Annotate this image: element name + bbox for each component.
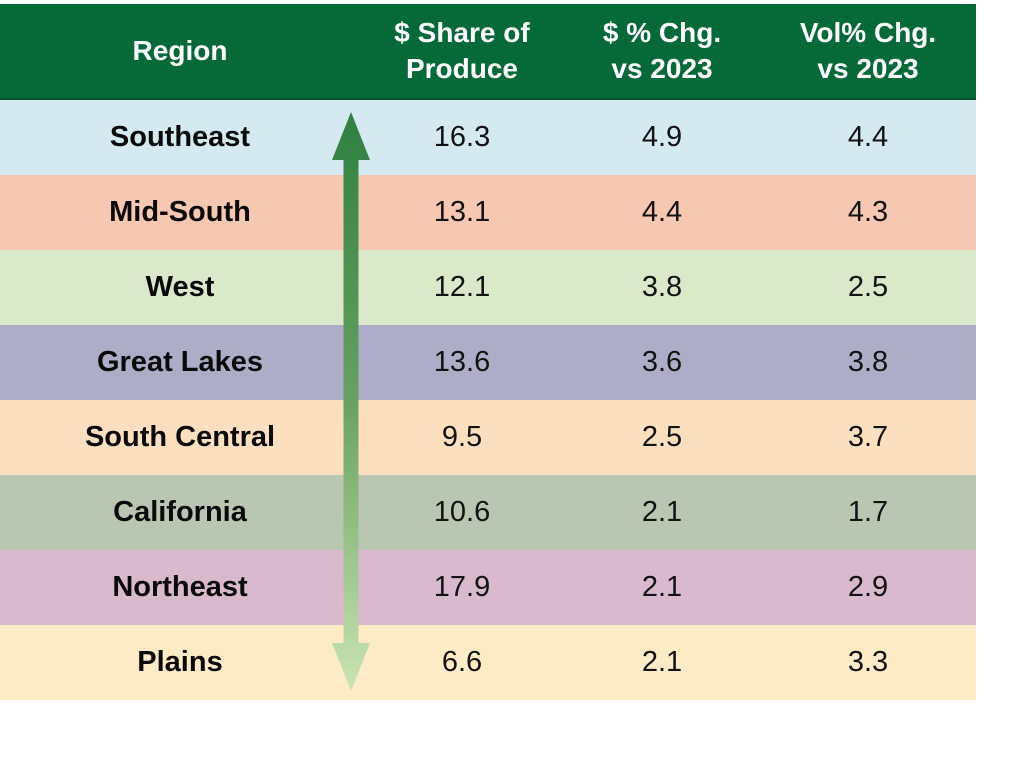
share-cell: 9.5 [441, 421, 483, 453]
share-cell: 17.9 [433, 571, 491, 603]
table-row-mid-south: Mid-South 13.1 4.4 4.3 [0, 175, 976, 250]
region-cell: Mid-South [109, 196, 251, 228]
region-cell: Plains [137, 646, 223, 678]
vol-chg-cell: 3.7 [847, 421, 889, 453]
vol-chg-cell: 4.3 [847, 196, 889, 228]
vol-chg-cell: 3.3 [847, 646, 889, 678]
table-row-plains: Plains 6.6 2.1 3.3 [0, 625, 976, 700]
table-header-row: Region $ Share of Produce $ % Chg. vs 20… [0, 4, 976, 100]
share-cell: 12.1 [433, 271, 491, 303]
header-cell-share: $ Share of Produce [394, 17, 530, 84]
share-cell: 10.6 [433, 496, 491, 528]
dollar-chg-cell: 3.6 [641, 346, 683, 378]
region-cell: South Central [84, 421, 276, 453]
header-cell-dollar-chg: $ % Chg. vs 2023 [602, 17, 722, 84]
region-cell: Great Lakes [96, 346, 264, 378]
region-cell: California [113, 496, 247, 528]
share-cell: 13.1 [433, 196, 491, 228]
share-cell: 6.6 [441, 646, 483, 678]
region-cell: Northeast [112, 571, 248, 603]
share-cell: 13.6 [433, 346, 491, 378]
region-cell: Southeast [109, 121, 251, 153]
dollar-chg-cell: 2.1 [641, 646, 683, 678]
table-row-california: California 10.6 2.1 1.7 [0, 475, 976, 550]
dollar-chg-cell: 2.1 [641, 496, 683, 528]
vol-chg-cell: 1.7 [847, 496, 889, 528]
dollar-chg-cell: 2.1 [641, 571, 683, 603]
header-cell-vol-chg: Vol% Chg. vs 2023 [799, 17, 937, 84]
vol-chg-cell: 2.5 [847, 271, 889, 303]
region-produce-table: Region $ Share of Produce $ % Chg. vs 20… [0, 4, 976, 700]
region-cell: West [145, 271, 215, 303]
dollar-chg-cell: 2.5 [641, 421, 683, 453]
table-row-southeast: Southeast 16.3 4.9 4.4 [0, 100, 976, 175]
table-row-south-central: South Central 9.5 2.5 3.7 [0, 400, 976, 475]
dollar-chg-cell: 4.4 [641, 196, 683, 228]
table-row-northeast: Northeast 17.9 2.1 2.9 [0, 550, 976, 625]
dollar-chg-cell: 4.9 [641, 121, 683, 153]
header-cell-region: Region [132, 35, 228, 67]
table-row-great-lakes: Great Lakes 13.6 3.6 3.8 [0, 325, 976, 400]
table-row-west: West 12.1 3.8 2.5 [0, 250, 976, 325]
dollar-chg-cell: 3.8 [641, 271, 683, 303]
vol-chg-cell: 2.9 [847, 571, 889, 603]
vol-chg-cell: 4.4 [847, 121, 889, 153]
share-cell: 16.3 [433, 121, 491, 153]
vol-chg-cell: 3.8 [847, 346, 889, 378]
